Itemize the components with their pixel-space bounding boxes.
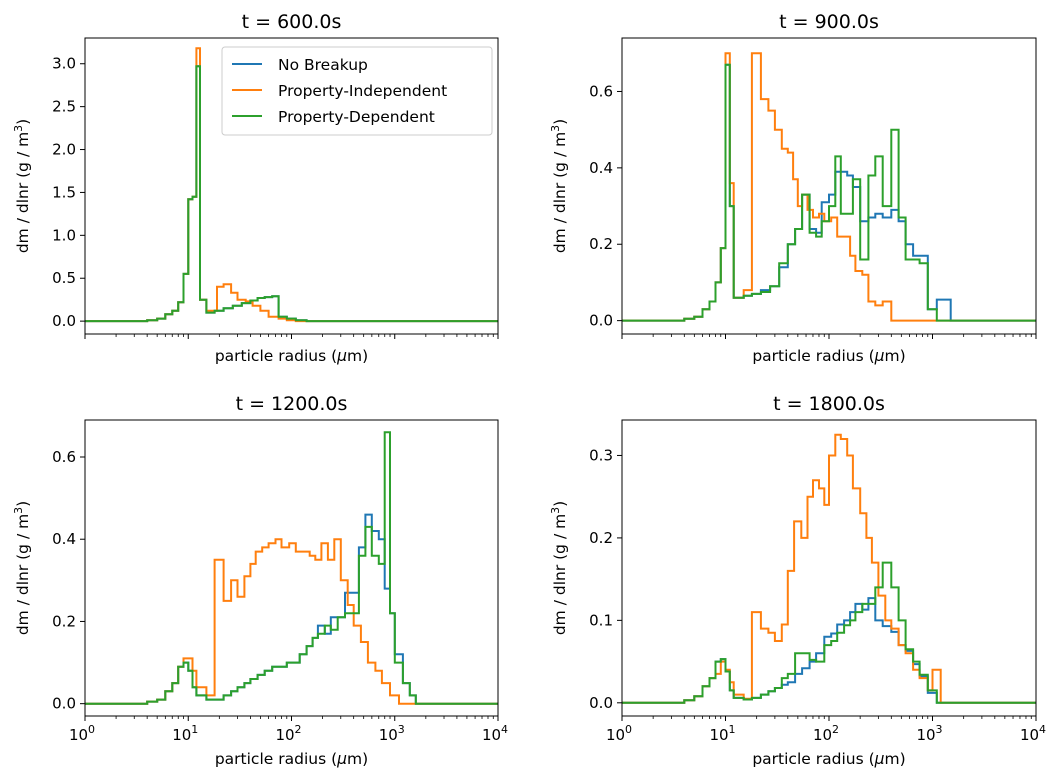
series-group [85, 47, 498, 323]
y-tick-label: 1.0 [52, 226, 76, 244]
panel-title: t = 1800.0s [773, 393, 885, 415]
legend-label: Property-Dependent [278, 108, 435, 126]
y-axis-label: dm / dlnr (g / m3) [12, 501, 33, 635]
y-tick-label: 0.5 [52, 269, 76, 287]
panel-title: t = 600.0s [242, 11, 342, 33]
y-tick-label: 2.5 [52, 98, 76, 116]
y-axis-label: dm / dlnr (g / m3) [12, 119, 33, 253]
series-line-property-dependent [85, 431, 498, 705]
y-tick-label: 1.5 [52, 183, 76, 201]
y-tick-label: 0.0 [52, 312, 76, 330]
y-axis-label: dm / dlnr (g / m3) [549, 119, 570, 253]
series-group [85, 431, 498, 705]
y-tick-label: 0.0 [589, 694, 613, 712]
y-tick-label: 0.6 [52, 448, 76, 466]
x-axis-label: particle radius (μm) [215, 750, 368, 768]
y-tick-label: 2.0 [52, 141, 76, 159]
y-tick-label: 0.2 [589, 529, 613, 547]
x-axis-label: particle radius (μm) [752, 347, 905, 365]
legend: No Breakup Property-Independent Property-D… [221, 46, 493, 136]
panel-1: 0.0 0.5 1.0 1.5 2.0 2.5 3.0 particle radius (μm… [12, 11, 499, 365]
series-line-property-dependent [622, 63, 1036, 322]
series-line-property-independent [85, 538, 498, 705]
x-axis-label: particle radius (μm) [215, 347, 368, 365]
y-tick-label: 0.4 [52, 530, 76, 548]
y-tick-label: 0.2 [52, 612, 76, 630]
series-line-property-independent [622, 433, 1036, 704]
legend-box [221, 46, 493, 136]
y-tick-label: 0.2 [589, 235, 613, 253]
panel-title: t = 900.0s [779, 11, 879, 33]
panel-2: 0.0 0.2 0.4 0.6 particle radius (μm) dm / dln… [549, 11, 1037, 365]
series-line-property-dependent [622, 561, 1036, 704]
y-tick-label: 0.0 [589, 312, 613, 330]
x-axis-label: particle radius (μm) [752, 750, 905, 768]
series-group [622, 433, 1036, 704]
y-tick-label: 3.0 [52, 55, 76, 73]
legend-label: Property-Independent [278, 82, 447, 100]
y-tick-label: 0.6 [589, 82, 613, 100]
series-line-property-dependent [85, 65, 498, 323]
y-tick-label: 0.1 [589, 611, 613, 629]
y-tick-label: 0.0 [52, 695, 76, 713]
y-axis-label: dm / dlnr (g / m3) [549, 501, 570, 635]
legend-label: No Breakup [278, 56, 368, 74]
y-tick-label: 0.4 [589, 159, 613, 177]
y-tick-label: 0.3 [589, 446, 613, 464]
series-group [622, 52, 1036, 322]
panel-title: t = 1200.0s [236, 393, 348, 415]
